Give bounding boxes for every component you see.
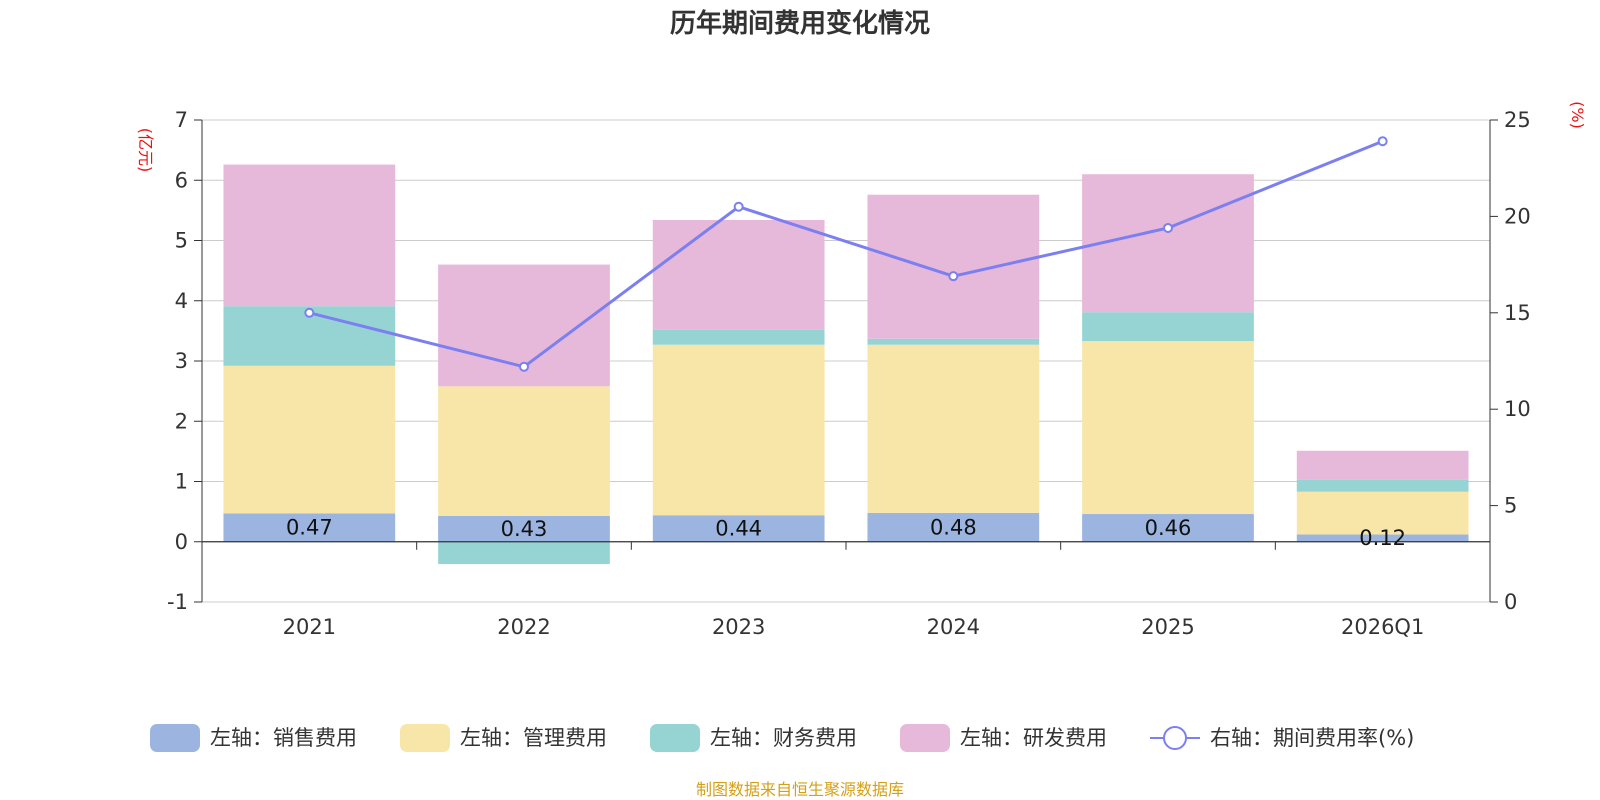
legend-label: 左轴：销售费用 (210, 726, 357, 750)
x-tick-label: 2021 (283, 615, 336, 639)
bar-segment (438, 386, 610, 516)
rate-line-path (308, 139, 1384, 369)
right-tick-label: 10 (1504, 397, 1531, 421)
bar-segment (1082, 312, 1254, 342)
bar-segment (223, 365, 396, 514)
bar-segment (1082, 174, 1254, 313)
bar-segment (1296, 479, 1469, 492)
rate-line (304, 136, 1388, 372)
data-label: 0.48 (930, 515, 977, 539)
data-labels: 0.47 0.43 0.44 0.48 0.46 0.12 (286, 515, 1406, 550)
data-label: 0.43 (501, 517, 548, 541)
right-tick-label: 20 (1504, 204, 1531, 228)
legend-line-marker (1163, 726, 1187, 750)
rate-point (519, 361, 529, 372)
bar-segment (438, 515, 610, 542)
left-tick-label: 5 (175, 229, 188, 253)
bar-segment (223, 513, 396, 542)
bar-segment (438, 541, 610, 565)
chart-title: 历年期间费用变化情况 (670, 8, 930, 39)
legend-swatch (400, 724, 450, 752)
left-tick-label: 3 (175, 349, 188, 373)
bar-segment (1296, 534, 1469, 542)
bar-segment (652, 344, 825, 516)
source-note: 制图数据来自恒生聚源数据库 (696, 780, 904, 799)
bar-segment (1296, 491, 1469, 535)
x-tick-label: 2024 (927, 615, 980, 639)
legend-swatch (150, 724, 200, 752)
bar-segment (867, 512, 1040, 542)
left-tick-label: 4 (175, 289, 188, 313)
data-label: 0.46 (1145, 516, 1192, 540)
bar-segment (652, 515, 825, 542)
bar-segment (1082, 341, 1254, 515)
legend-label: 左轴：研发费用 (960, 726, 1107, 750)
x-tick-label: 2022 (497, 615, 550, 639)
rate-point (1163, 222, 1173, 233)
legend-label: 左轴：管理费用 (460, 726, 607, 750)
right-tick-label: 5 (1504, 494, 1517, 518)
data-label: 0.44 (715, 516, 762, 540)
bar-segment (867, 344, 1040, 513)
left-tick-label: 1 (175, 470, 188, 494)
right-tick-label: 25 (1504, 108, 1531, 132)
bar-segment (652, 220, 825, 330)
bar-segment (867, 194, 1040, 339)
bar-segment (223, 164, 396, 307)
right-axis-unit: (%) (1568, 101, 1587, 129)
rate-point (304, 307, 315, 318)
right-tick-label: 0 (1504, 590, 1517, 614)
data-label: 0.12 (1359, 526, 1406, 550)
legend-label: 右轴：期间费用率(%) (1210, 726, 1414, 750)
left-tick-label: 7 (175, 108, 188, 132)
left-tick-label: -1 (167, 590, 188, 614)
right-tick-label: 15 (1504, 301, 1531, 325)
left-tick-label: 0 (175, 530, 188, 554)
legend-swatch (900, 724, 950, 752)
left-tick-label: 6 (175, 168, 188, 192)
legend: 左轴：销售费用 左轴：管理费用 左轴：财务费用 左轴：研发费用 右轴：期间费用率(%) (150, 724, 1414, 752)
bar-segment (867, 338, 1040, 345)
legend-label: 左轴：财务费用 (710, 726, 857, 750)
x-tick-label: 2026Q1 (1341, 615, 1424, 639)
data-label: 0.47 (286, 516, 333, 540)
rate-point (733, 201, 744, 212)
bar-segment (1082, 514, 1254, 542)
x-tick-label: 2023 (712, 615, 765, 639)
rate-point (948, 271, 959, 282)
left-tick-label: 2 (175, 409, 188, 433)
bar-segment (652, 329, 825, 345)
bar-segment (1296, 450, 1469, 480)
left-axis-unit: (亿元) (136, 128, 155, 173)
x-tick-label: 2025 (1141, 615, 1194, 639)
rate-point (1377, 136, 1388, 147)
bars (223, 164, 1469, 565)
legend-swatch (650, 724, 700, 752)
